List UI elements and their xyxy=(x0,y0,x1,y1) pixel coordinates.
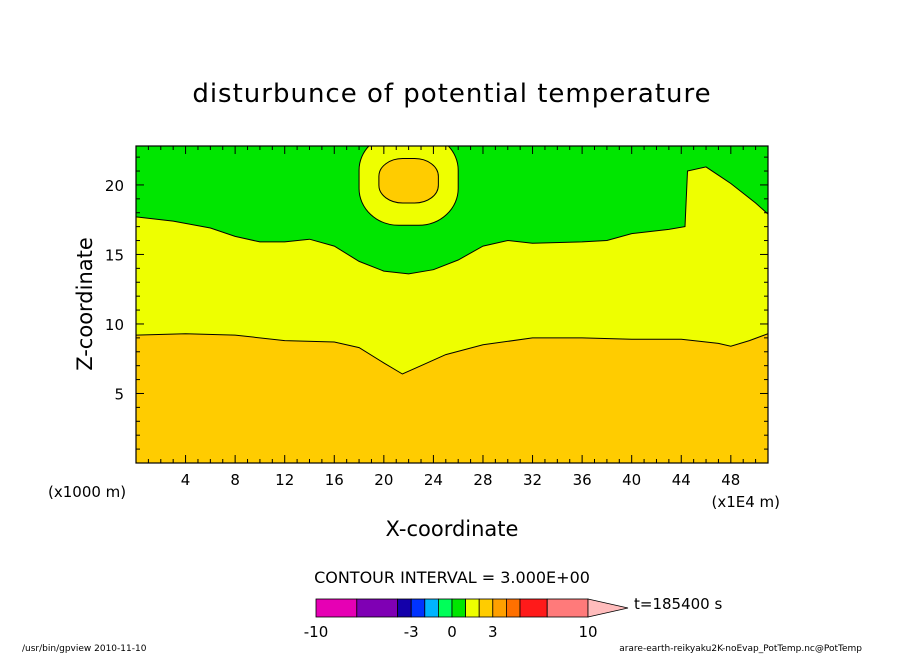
colorbar-bin xyxy=(492,598,507,618)
colorbar-overflow-arrow xyxy=(587,598,629,618)
colorbar-bin xyxy=(410,598,426,618)
colorbar-tick-label: 10 xyxy=(578,623,597,641)
x-tick-label: 32 xyxy=(523,471,542,489)
x-tick-label: 48 xyxy=(721,471,740,489)
y-axis: 5 10 15 20 xyxy=(105,156,768,464)
colorbar-bin xyxy=(519,598,548,618)
colorbar-bin xyxy=(478,598,494,618)
y-tick-label: 15 xyxy=(105,246,124,264)
colorbar-bin xyxy=(465,598,480,618)
x-tick-label: 36 xyxy=(573,471,592,489)
x-tick-label: 16 xyxy=(325,471,344,489)
x-tick-label: 4 xyxy=(181,471,191,489)
x-tick-label: 12 xyxy=(275,471,294,489)
contour-interval-label: CONTOUR INTERVAL = 3.000E+00 xyxy=(314,568,590,587)
region-top-bubble-inner xyxy=(378,158,439,204)
plot-area xyxy=(135,145,769,464)
time-label: t=185400 s xyxy=(634,595,722,613)
colorbar-bin xyxy=(451,598,467,618)
x-tick-label: 44 xyxy=(672,471,691,489)
x-unit-label: (x1000 m) xyxy=(48,483,126,501)
x-axis-label: X-coordinate xyxy=(386,517,519,541)
colorbar-bin xyxy=(356,598,398,618)
y-tick-label: 10 xyxy=(105,316,124,334)
plot-frame xyxy=(135,145,769,464)
colorbar-bin xyxy=(546,598,589,618)
x-axis: 4 8 12 16 20 24 28 32 36 40 44 48 xyxy=(135,146,769,489)
x-tick-label: 20 xyxy=(374,471,393,489)
footer-left: /usr/bin/gpview 2010-11-10 xyxy=(22,644,147,654)
colorbar-tick-label: 3 xyxy=(488,623,498,641)
colorbar-bin xyxy=(315,598,358,618)
x-tick-label: 28 xyxy=(473,471,492,489)
colorbar-bin xyxy=(505,598,521,618)
colorbar-tick-label: -3 xyxy=(404,623,419,641)
footer-right: arare-earth-reikyaku2K-noEvap_PotTemp.nc… xyxy=(619,644,862,654)
contour-fill-group xyxy=(136,146,768,463)
contour-line-middle-layer xyxy=(136,166,768,275)
x-scale-label: (x1E4 m) xyxy=(711,493,780,511)
contour-line-lower-warm-layer xyxy=(136,333,768,375)
colorbar-bin xyxy=(424,598,439,618)
y-axis-label: Z-coordinate xyxy=(73,237,97,371)
colorbar: -10 -3 0 3 10 xyxy=(304,598,629,641)
y-tick-label: 5 xyxy=(114,385,124,403)
colorbar-bin xyxy=(397,598,412,618)
colorbar-bin xyxy=(437,598,453,618)
colorbar-tick-label: -10 xyxy=(304,623,329,641)
chart-title: disturbunce of potential temperature xyxy=(192,79,711,109)
region-lower-warm-layer xyxy=(136,333,768,463)
colorbar-tick-label: 0 xyxy=(447,623,457,641)
x-tick-label: 8 xyxy=(230,471,240,489)
x-tick-label: 24 xyxy=(424,471,443,489)
x-tick-label: 40 xyxy=(622,471,641,489)
y-tick-label: 20 xyxy=(105,177,124,195)
